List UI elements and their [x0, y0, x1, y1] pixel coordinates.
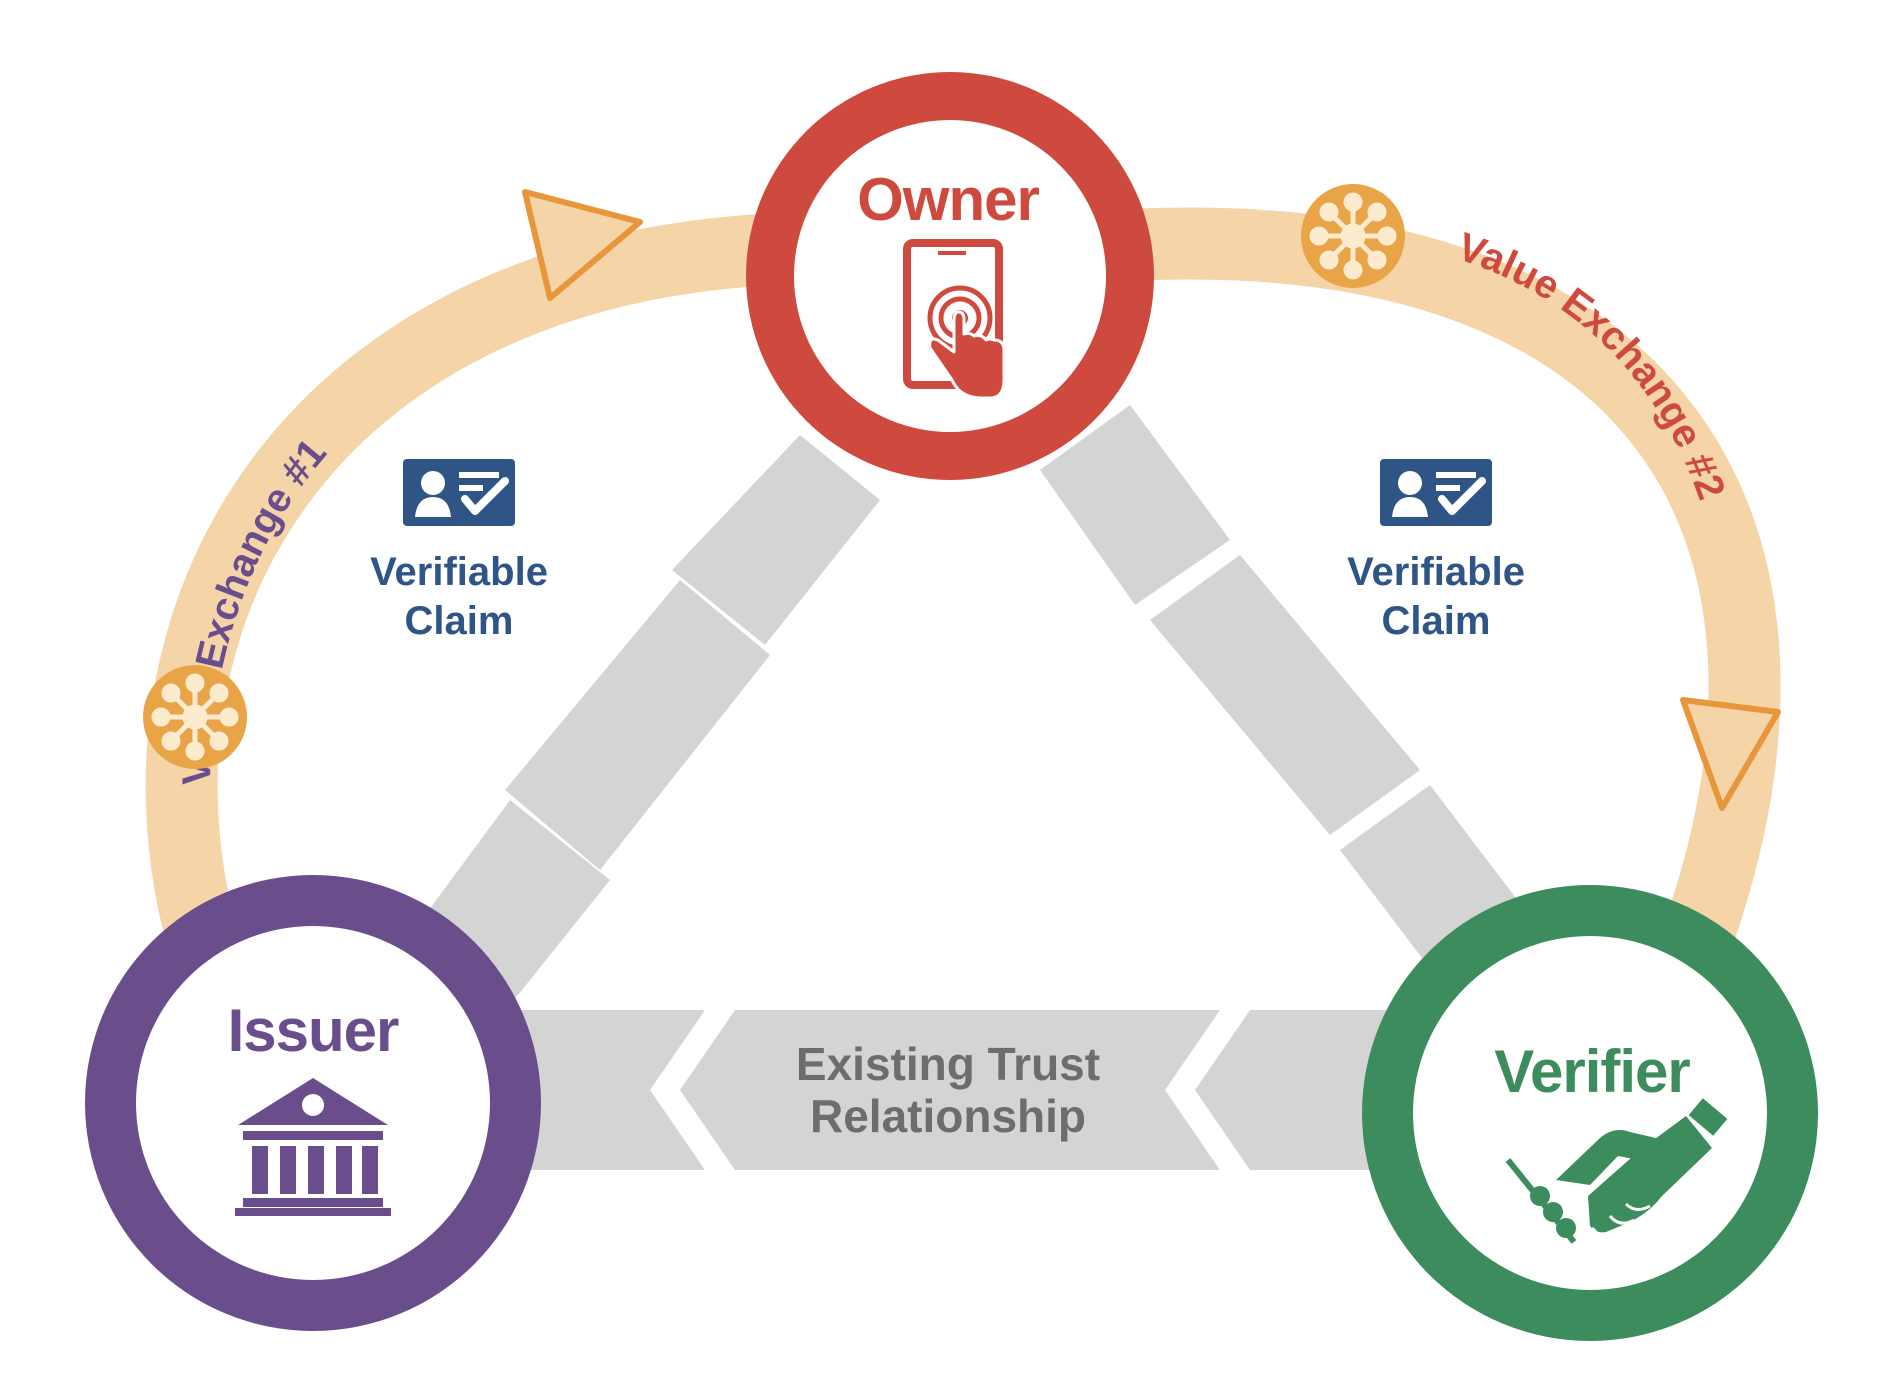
- verifiable-claim-right: Verifiable Claim: [1347, 459, 1525, 643]
- trust-band-bottom-center: [680, 1010, 1220, 1170]
- trust-band-left-mid: [505, 580, 770, 870]
- value-exchange-1-arrowhead: [522, 189, 643, 301]
- trust-band-right-upper: [1040, 405, 1230, 605]
- value-exchange-2-arrowhead: [1680, 697, 1781, 811]
- bank-building-icon: [235, 1078, 391, 1216]
- owner-node: Owner: [746, 72, 1154, 480]
- id-card-check-icon: [1380, 459, 1492, 526]
- smartphone-touch-icon: [903, 239, 1006, 400]
- id-card-check-icon: [403, 459, 515, 526]
- trust-band-right-mid: [1150, 555, 1420, 835]
- owner-label: Owner: [857, 166, 1039, 233]
- claim-right-line2: Claim: [1382, 599, 1491, 643]
- verifier-node: Verifier: [1362, 885, 1818, 1341]
- claim-right-line1: Verifiable: [1347, 550, 1525, 594]
- network-hub-icon: [143, 665, 247, 769]
- claim-left-line1: Verifiable: [370, 550, 548, 594]
- trust-label-line1: Existing Trust: [796, 1038, 1100, 1090]
- network-hub-icon: [1301, 184, 1405, 288]
- handshake-icon: [1505, 1098, 1728, 1244]
- trust-bands: [392, 405, 1525, 1170]
- trust-label-line2: Relationship: [810, 1090, 1086, 1142]
- trust-band-left-upper: [672, 435, 880, 645]
- issuer-node: Issuer: [85, 875, 541, 1331]
- value-exchange-1-arc: [145, 214, 763, 939]
- verifier-label: Verifier: [1494, 1038, 1690, 1105]
- trust-band-bottom-left: [520, 1010, 705, 1170]
- verifiable-claim-left: Verifiable Claim: [370, 459, 548, 643]
- issuer-label: Issuer: [228, 997, 399, 1064]
- claim-left-line2: Claim: [405, 599, 514, 643]
